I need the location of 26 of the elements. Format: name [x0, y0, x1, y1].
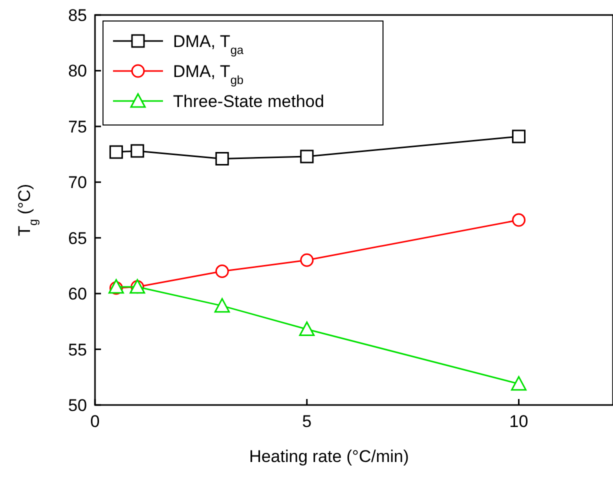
legend-label: Three-State method: [173, 92, 324, 111]
point: [299, 321, 315, 336]
x-tick-label: 0: [90, 412, 100, 431]
point: [512, 213, 526, 227]
legend-label: DMA, T$_{gb}$: [173, 62, 244, 87]
point: [214, 298, 230, 313]
y-tick-label: 80: [68, 62, 87, 81]
legend-label: DMA, T$_{ga}$: [173, 32, 244, 57]
y-tick-label: 50: [68, 396, 87, 415]
x-axis-title: Heating rate (°C/min): [249, 447, 409, 466]
point: [300, 253, 314, 267]
y-tick-label: 65: [68, 228, 87, 248]
y-tick-label: 85: [68, 6, 87, 25]
point: [215, 264, 229, 278]
point: [215, 152, 229, 166]
point: [130, 144, 144, 158]
point: [300, 150, 314, 164]
y-tick-label: 55: [68, 340, 87, 360]
point: [512, 130, 526, 144]
point: [511, 376, 527, 391]
point: [109, 145, 123, 159]
y-tick-label: 75: [68, 117, 87, 136]
x-tick-label: 5: [302, 412, 312, 431]
x-tick-label: 10: [509, 412, 528, 431]
y-tick-label: 60: [68, 284, 87, 304]
y-tick-label: 70: [68, 173, 87, 192]
